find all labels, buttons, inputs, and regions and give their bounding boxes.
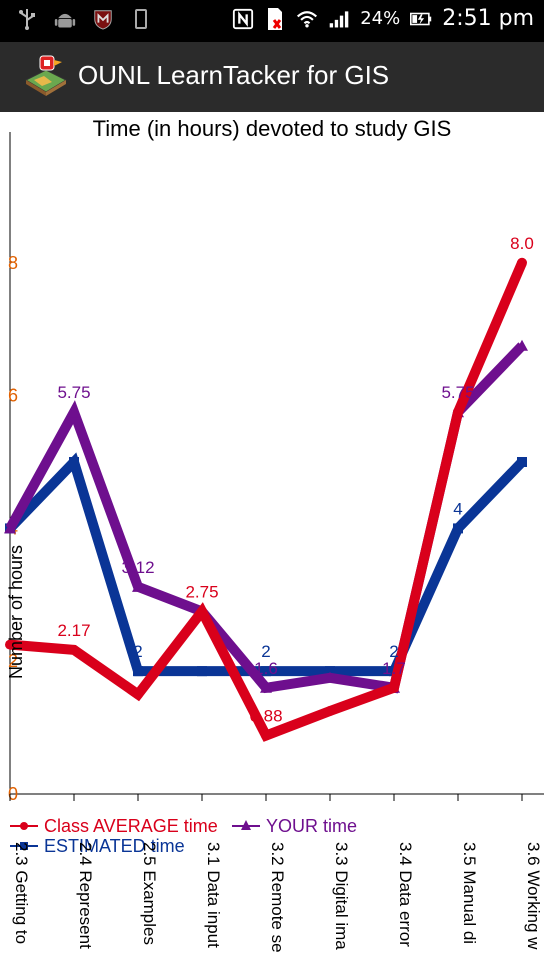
legend-marker — [241, 820, 251, 830]
data-point — [132, 580, 144, 592]
usb-icon — [16, 8, 38, 30]
x-tick-labels: 2.3 Getting to 2.4 Represent 2.5 Examples 3… — [12, 842, 543, 953]
wifi-icon — [296, 8, 318, 30]
data-point — [260, 681, 272, 693]
chart-title: Time (in hours) devoted to study GIS — [93, 116, 452, 141]
data-label: 5.75 — [441, 383, 474, 402]
y-tick-label: 2 — [8, 651, 18, 671]
series-lines — [4, 257, 528, 742]
data-point — [325, 706, 335, 716]
chart-legend: Class AVERAGE time YOUR time ESTIMATED tim… — [10, 816, 357, 856]
battery-icon — [410, 8, 432, 30]
legend-marker — [20, 822, 28, 830]
data-point — [516, 339, 528, 351]
chart-axes: 0 2 4 6 8 — [8, 132, 544, 804]
legend-label: ESTIMATED time — [44, 836, 185, 856]
phone-icon — [130, 8, 152, 30]
data-point — [517, 457, 527, 467]
mcafee-icon — [92, 8, 114, 30]
clock: 2:51 pm — [442, 6, 534, 31]
data-label: 5.75 — [57, 383, 90, 402]
x-tick-label: 3.4 Data error — [396, 842, 415, 947]
data-point — [133, 689, 143, 700]
sim-icon — [264, 7, 286, 30]
y-tick-label: 6 — [8, 386, 18, 406]
data-point — [197, 606, 207, 617]
data-label: 2 — [389, 642, 398, 661]
data-label: 1.7 — [382, 659, 406, 678]
x-tick-label: 3.1 Data input — [204, 842, 223, 948]
data-point — [68, 406, 80, 418]
app-map-icon[interactable] — [22, 52, 70, 100]
data-point — [324, 671, 336, 683]
battery-percent: 24% — [360, 8, 401, 29]
data-point — [5, 639, 15, 650]
data-point — [389, 682, 399, 693]
data-labels: 2.17 2.75 0.88 8.0 5.75 3.12 1.6 1.7 5.75 2 2 2 4 — [57, 234, 533, 726]
x-tick-label: 2.3 Getting to — [12, 842, 31, 944]
data-point — [197, 666, 207, 677]
y-tick-label: 8 — [8, 253, 18, 273]
data-point — [69, 644, 79, 655]
action-bar: OUNL LearnTacker for GIS — [0, 42, 544, 114]
legend-marker — [20, 842, 28, 850]
data-label: 2.17 — [57, 621, 90, 640]
chart-container: Time (in hours) devoted to study GIS 0 2 4… — [0, 112, 544, 966]
data-label: 2.75 — [185, 582, 218, 601]
data-point — [453, 407, 463, 418]
data-point — [4, 522, 16, 534]
x-tick-label: 2.4 Represent — [76, 842, 95, 949]
data-point — [517, 257, 527, 268]
status-bar: 24% 2:51 pm — [0, 0, 544, 42]
app-title: OUNL LearnTacker for GIS — [78, 60, 390, 90]
x-tick-label: 3.6 Working w — [524, 842, 543, 950]
android-icon — [54, 8, 76, 30]
data-label: 8.0 — [510, 234, 534, 253]
x-tick-label: 2.5 Examples — [140, 842, 159, 945]
x-tick-label: 3.5 Manual di — [460, 842, 479, 944]
y-tick-label: 0 — [8, 784, 18, 804]
data-point — [133, 666, 143, 677]
data-label: 2 — [133, 642, 142, 661]
legend-label: Class AVERAGE time — [44, 816, 218, 836]
line-chart: Time (in hours) devoted to study GIS 0 2 4… — [4, 116, 544, 953]
data-point — [261, 730, 271, 741]
data-point — [69, 457, 79, 467]
legend-label: YOUR time — [266, 816, 357, 836]
signal-icon — [328, 8, 350, 30]
x-tick-label: 3.2 Remote se — [268, 842, 287, 953]
x-tick-label: 3.3 Digital ima — [332, 842, 351, 950]
data-point — [453, 523, 463, 534]
data-label: 0.88 — [249, 707, 282, 726]
data-point — [261, 666, 271, 677]
data-label: 2 — [261, 642, 270, 661]
y-axis-label: Number of hours — [6, 545, 26, 679]
data-label: 1.6 — [254, 659, 278, 678]
nfc-icon — [232, 8, 254, 30]
data-label: 4 — [453, 499, 462, 518]
data-label: 3.12 — [121, 558, 154, 577]
data-point — [325, 666, 335, 677]
